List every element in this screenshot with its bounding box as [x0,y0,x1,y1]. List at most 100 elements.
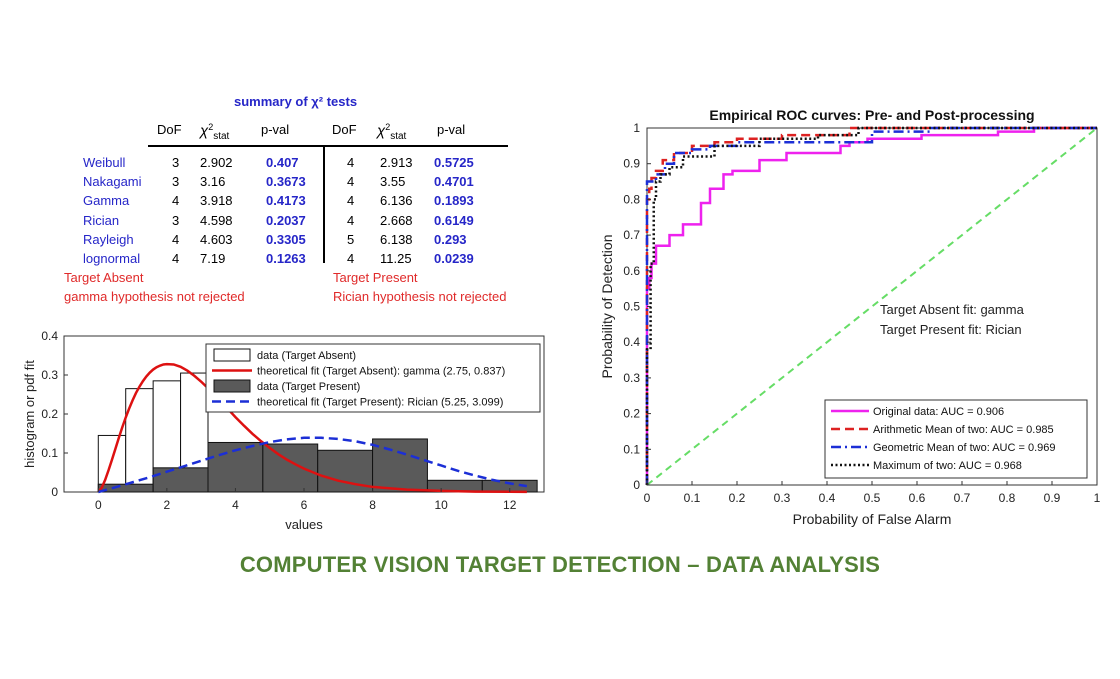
present-hist-bar [152,467,209,493]
chi-absent: 3.918 [200,193,233,209]
distribution-name: Gamma [83,193,130,209]
y-tick-label: 0.1 [623,442,640,456]
y-tick-label: 0.2 [41,407,58,421]
annotation-text: Target Present fit: Rician [880,322,1022,337]
x-tick-label: 0.7 [954,491,971,505]
dof-absent: 4 [172,231,180,247]
chi-present: 6.138 [380,231,413,247]
chi-absent: 4.603 [200,231,233,247]
dof-present: 4 [347,155,355,170]
pval-absent: 0.2037 [266,212,306,228]
chi-absent: 2.902 [200,155,233,170]
legend-swatch [213,348,251,362]
geometric-mean-roc-line [645,126,1097,485]
table-header: χ2stat [200,122,230,142]
dof-absent: 3 [172,212,180,228]
x-tick-label: 0.8 [999,491,1016,505]
rician-fit-line [97,436,528,494]
legend-label: data (Target Absent) [257,350,356,362]
table-header: DoF [157,122,182,137]
y-tick-label: 0.2 [623,407,640,421]
x-tick-label: 2 [164,498,171,512]
table-title: summary of χ² tests [234,94,358,109]
chi-present: 3.55 [380,174,406,190]
chi-absent: 7.19 [200,251,226,266]
chart-title: Empirical ROC curves: Pre- and Post-proc… [709,107,1034,123]
pval-present: 0.4701 [434,174,474,190]
legend-swatch [213,379,251,393]
x-tick-label: 0.5 [864,491,881,505]
x-tick-label: 12 [503,498,517,512]
chi-present: 2.913 [380,155,413,170]
x-tick-label: 10 [434,498,448,512]
x-tick-label: 0.1 [684,491,701,505]
x-tick-label: 1 [1094,491,1101,505]
y-tick-label: 0.9 [623,157,640,171]
pval-present: 0.6149 [434,212,474,228]
legend-label: theoretical fit (Target Present): Rician… [257,397,503,409]
pval-absent: 0.1263 [266,251,306,266]
dof-present: 4 [347,193,355,209]
present-result: Rician hypothesis not rejected [333,289,507,304]
chi-absent: 4.598 [200,212,233,228]
distribution-name: Rayleigh [83,231,134,247]
arithmetic-mean-roc-line [645,126,1097,485]
dof-absent: 3 [172,174,180,190]
x-tick-label: 0.6 [909,491,926,505]
distribution-name: Nakagami [83,174,142,190]
y-tick-label: 0.5 [623,300,640,314]
dof-present: 5 [347,231,355,247]
distribution-name: Weibull [83,155,126,170]
maximum-roc-line [645,126,1097,485]
distribution-name: lognormal [83,251,141,266]
y-tick-label: 0.1 [41,446,58,460]
page-caption: COMPUTER VISION TARGET DETECTION – DATA … [239,552,881,577]
gamma-fit-line [97,362,527,494]
dof-absent: 3 [172,155,180,170]
dof-present: 4 [347,174,355,190]
y-tick-label: 0.6 [623,264,640,278]
y-tick-label: 0.8 [623,192,640,206]
table-header: p-val [261,122,290,137]
table-header: χ2stat [377,122,407,142]
y-tick-label: 0 [51,485,58,499]
x-tick-label: 0.4 [819,491,836,505]
absent-result: gamma hypothesis not rejected [64,289,245,304]
legend-label: Geometric Mean of two: AUC = 0.969 [873,442,1056,454]
table-header: DoF [332,122,357,137]
original-roc-line [645,126,1097,485]
chi-square-summary-table: summary of χ² tests DoF χ2stat p-val DoF χ2st… [40,92,560,307]
y-axis-label: Probability of Detection [599,235,615,379]
chi-present: 11.25 [380,251,412,266]
dof-present: 4 [347,212,355,228]
pval-absent: 0.3305 [266,231,306,247]
chi-absent: 3.16 [200,174,226,190]
pval-present: 0.5725 [434,155,474,170]
legend-label: Maximum of two: AUC = 0.968 [873,460,1022,472]
x-tick-label: 0.3 [774,491,791,505]
x-axis-label: Probability of False Alarm [793,511,952,527]
legend-box [205,343,541,413]
y-tick-label: 0 [633,478,640,492]
x-axis-label: values [285,517,323,532]
x-tick-label: 0 [644,491,651,505]
x-tick-label: 4 [232,498,239,512]
x-tick-label: 0 [95,498,102,512]
x-tick-label: 0.2 [729,491,746,505]
legend-label: Original data: AUC = 0.906 [873,406,1004,418]
legend-label: theoretical fit (Target Absent): gamma (… [257,366,505,378]
absent-label: Target Absent [64,270,144,285]
present-hist-bar [262,443,319,493]
roc-chart: Empirical ROC curves: Pre- and Post-proc… [599,107,1101,527]
y-tick-label: 0.3 [41,368,58,382]
chi-present: 2.668 [380,212,413,228]
x-tick-label: 6 [301,498,308,512]
pval-present: 0.1893 [434,193,474,209]
y-tick-label: 1 [633,121,640,135]
distribution-name: Rician [83,212,120,228]
present-label: Target Present [333,270,418,285]
pval-absent: 0.4173 [266,193,306,209]
y-tick-label: 0.3 [623,371,640,385]
header-divider [148,145,508,147]
table-header: p-val [437,122,466,137]
